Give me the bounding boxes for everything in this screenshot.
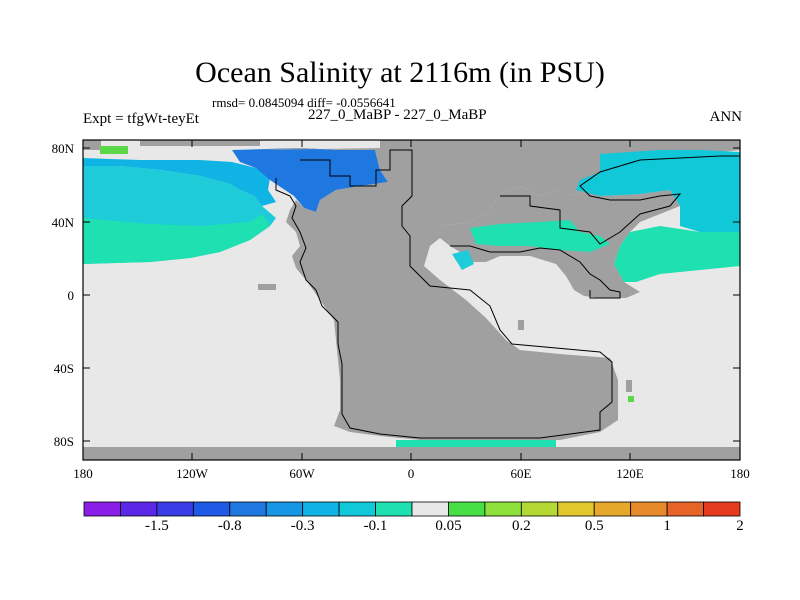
colorbar-label: -0.1	[363, 518, 388, 534]
lat-tick-40n: 40N	[51, 215, 74, 230]
lat-tick-80n: 80N	[51, 141, 74, 156]
case-label: 227_0_MaBP - 227_0_MaBP	[308, 107, 487, 123]
colorbar-swatch	[448, 501, 486, 517]
colorbar-swatch	[593, 501, 632, 517]
tethys-outline	[450, 245, 621, 299]
colorbar-swatch	[703, 501, 741, 517]
continent-outline	[275, 149, 613, 439]
arctic-land-left	[83, 140, 101, 150]
green-patch-south	[628, 396, 634, 402]
map-title: Ocean Salinity at 2116m (in PSU)	[195, 56, 605, 89]
island-east	[518, 320, 524, 330]
colorbar	[83, 501, 741, 517]
lon-tick-120w: 120W	[176, 466, 208, 481]
lon-tick-180w: 180	[73, 466, 93, 481]
colorbar-swatch	[338, 501, 376, 517]
rmsd-stats: rmsd= 0.0845094 diff= -0.0556641	[212, 95, 396, 110]
lon-tick-60w: 60W	[289, 466, 315, 481]
colorbar-swatch	[265, 501, 304, 517]
east-outline	[500, 155, 740, 245]
colorbar-swatch	[520, 501, 559, 517]
colorbar-label: -0.3	[290, 518, 315, 534]
lon-tick-60e: 60E	[510, 466, 532, 481]
arctic-land-mid	[140, 140, 260, 146]
colorbar-swatch	[557, 501, 595, 517]
colorbar-label: 2	[736, 518, 744, 534]
lon-tick-120e: 120E	[616, 466, 644, 481]
colorbar-label: -0.8	[217, 518, 242, 534]
aqua-strip-south	[396, 440, 556, 447]
north-ocean-left-cyan	[83, 158, 276, 206]
colorbar-swatch	[375, 501, 413, 517]
arctic-blue-patch	[232, 148, 388, 212]
colorbar-swatch	[411, 501, 449, 517]
central-continent	[260, 140, 618, 440]
experiment-label: Expt = tfgWt-teyEt	[83, 111, 199, 127]
lon-tick-180e: 180	[730, 466, 750, 481]
colorbar-label: 0.2	[511, 518, 531, 534]
colorbar-label: 0.5	[584, 518, 604, 534]
north-ocean-right-cyan	[576, 150, 740, 232]
lat-tick-40s: 40S	[53, 361, 74, 376]
colorbar-swatch	[156, 501, 194, 517]
colorbar-swatch	[302, 501, 340, 517]
colorbar-label: 1	[663, 518, 671, 534]
lat-tick-0: 0	[67, 288, 75, 303]
green-patch-arctic	[100, 146, 128, 154]
island-se	[626, 380, 632, 392]
colorbar-label: 0.05	[435, 518, 462, 534]
north-ocean-right-aqua	[614, 226, 740, 282]
colorbar-label: -1.5	[145, 518, 169, 534]
colorbar-swatch	[120, 501, 158, 517]
lat-tick-80s: 80S	[53, 434, 74, 449]
map-plot-area	[82, 139, 741, 461]
colorbar-swatch	[192, 501, 231, 517]
season-label: ANN	[709, 109, 743, 125]
tethys-aqua-south	[452, 250, 474, 270]
colorbar-swatch	[484, 501, 522, 517]
tick-marks	[83, 140, 740, 460]
colorbar-swatch	[229, 501, 267, 517]
colorbar-swatch	[83, 501, 121, 517]
lon-tick-0: 0	[407, 466, 415, 481]
colorbar-swatch	[630, 501, 668, 517]
colorbar-swatch	[666, 501, 704, 517]
island-pacific	[258, 284, 276, 290]
tethys-aqua-north	[470, 220, 610, 252]
north-ocean-left-green	[83, 214, 270, 264]
eastern-land	[440, 140, 740, 298]
